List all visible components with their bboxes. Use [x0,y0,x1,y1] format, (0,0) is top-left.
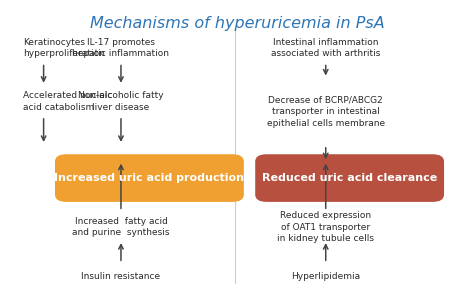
Text: Hyperlipidemia: Hyperlipidemia [291,272,360,281]
Text: Intestinal inflammation
associated with arthritis: Intestinal inflammation associated with … [271,38,381,58]
Text: Decrease of BCRP/ABCG2
transporter in intestinal
epithelial cells membrane: Decrease of BCRP/ABCG2 transporter in in… [267,96,385,128]
Text: Keratinocytes
hyperproliferation: Keratinocytes hyperproliferation [23,38,105,58]
Text: Increased  fatty acid
and purine  synthesis: Increased fatty acid and purine synthesi… [72,217,170,237]
Text: Accelerated nucleic
acid catabolism: Accelerated nucleic acid catabolism [23,91,112,112]
Text: Increased uric acid production: Increased uric acid production [55,173,245,183]
Text: Insulin resistance: Insulin resistance [82,272,161,281]
FancyBboxPatch shape [255,154,444,202]
Text: Mechanisms of hyperuricemia in PsA: Mechanisms of hyperuricemia in PsA [90,16,384,31]
Text: Reduced expression
of OAT1 transporter
in kidney tubule cells: Reduced expression of OAT1 transporter i… [277,211,374,243]
Text: IL-17 promotes
hepatic inflammation: IL-17 promotes hepatic inflammation [73,38,170,58]
Text: Reduced uric acid clearance: Reduced uric acid clearance [262,173,437,183]
Text: Non-alcoholic fatty
liver disease: Non-alcoholic fatty liver disease [78,91,164,112]
FancyBboxPatch shape [55,154,244,202]
